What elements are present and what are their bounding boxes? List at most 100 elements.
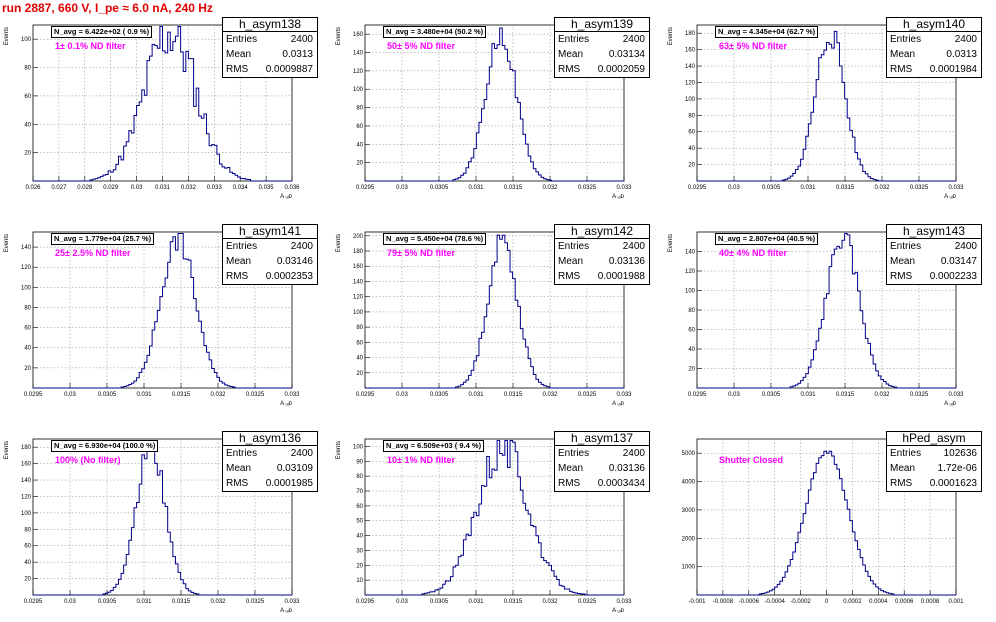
filter-annotation: 63± 5% ND filter (719, 41, 787, 51)
x-tick-label: 0.0325 (246, 392, 265, 398)
y-tick-label: 140 (353, 279, 364, 285)
stats-row-mean: Mean 0.03109 (223, 461, 317, 476)
stats-value: 2400 (290, 241, 313, 252)
stats-row-entries: Entries 2400 (555, 446, 649, 461)
stats-row-entries: Entries 2400 (223, 239, 317, 254)
y-tick-label: 160 (21, 462, 32, 468)
x-tick-label: 0.031 (468, 599, 484, 605)
y-axis-label: Events (4, 27, 10, 45)
histogram-plot: 0.0295 0.03 0.0305 0.031 0.0315 0.032 0.0325 0.… (668, 231, 964, 407)
x-tick-label: -0.0008 (713, 599, 734, 605)
histogram-plot: 0.0295 0.03 0.0305 0.031 0.0315 0.032 0.0325 0.… (336, 24, 632, 200)
x-tick-label: 0.033 (284, 599, 300, 605)
stats-key: RMS (558, 478, 581, 489)
x-tick-label: 0.03 (64, 392, 76, 398)
filter-annotation: 40± 4% ND filter (719, 248, 787, 258)
x-tick-label: 0.0325 (910, 392, 929, 398)
y-tick-label: 140 (21, 245, 32, 251)
histogram-plot: 0.0295 0.03 0.0305 0.031 0.0315 0.032 0.0325 0.… (668, 24, 964, 200)
y-tick-label: 140 (21, 478, 32, 484)
stats-key: Mean (226, 256, 252, 267)
stats-value: 0.0001985 (265, 478, 313, 489)
stats-key: Entries (558, 34, 590, 45)
filter-annotation: 1± 0.1% ND filter (55, 41, 126, 51)
x-tick-label: 0.033 (616, 392, 632, 398)
stats-key: Mean (558, 463, 584, 474)
y-tick-label: 120 (21, 265, 32, 271)
x-tick-label: 0.032 (210, 599, 226, 605)
stats-row-rms: RMS 0.0001984 (887, 62, 981, 77)
stats-row-rms: RMS 0.0002353 (223, 269, 317, 284)
stats-row-rms: RMS 0.0001985 (223, 476, 317, 491)
x-tick-label: 0.0305 (430, 185, 449, 191)
y-tick-label: 100 (21, 511, 32, 517)
x-tick-label: 0.0008 (921, 599, 940, 605)
x-tick-label: 0.0295 (688, 392, 707, 398)
stats-key: RMS (226, 271, 249, 282)
y-tick-label: 5000 (682, 451, 696, 457)
stats-key: Entries (226, 448, 258, 459)
y-tick-label: 100 (21, 285, 32, 291)
y-tick-label: 60 (24, 326, 31, 332)
x-tick-label: -0.0002 (790, 599, 811, 605)
x-tick-label: 0.0315 (172, 392, 191, 398)
histogram-curve (697, 30, 956, 182)
y-tick-label: 120 (353, 295, 364, 301)
stats-row-mean: Mean 0.03134 (555, 47, 649, 62)
x-tick-label: 0.028 (77, 185, 93, 191)
x-tick-label: 0.0305 (98, 599, 117, 605)
x-tick-label: 0.0295 (356, 599, 375, 605)
stats-key: Entries (890, 241, 922, 252)
stats-key: Mean (558, 49, 584, 60)
stats-value: 102636 (943, 448, 977, 459)
stats-value: 0.0001988 (597, 271, 645, 282)
x-tick-label: 0.031 (136, 392, 152, 398)
x-tick-label: 0.001 (948, 599, 964, 605)
x-tick-label: 0.03 (396, 185, 408, 191)
x-tick-label: -0.0006 (739, 599, 760, 605)
histogram-curve (697, 450, 956, 596)
y-tick-label: 20 (356, 563, 363, 569)
stats-key: RMS (558, 64, 581, 75)
y-tick-label: 40 (24, 122, 31, 128)
y-tick-label: 180 (685, 31, 696, 37)
stats-value: 0.0001623 (929, 478, 977, 489)
y-tick-label: 60 (688, 328, 695, 334)
stats-value: 2400 (954, 34, 977, 45)
x-tick-label: 0.0315 (172, 599, 191, 605)
y-tick-label: 3000 (682, 508, 696, 514)
stats-row-entries: Entries 102636 (887, 446, 981, 461)
filter-annotation: 100% (No filter) (55, 455, 121, 465)
filter-annotation: Shutter Closed (719, 455, 784, 465)
stats-value: 2400 (622, 34, 645, 45)
y-tick-label: 20 (24, 151, 31, 157)
x-tick-label: 0.0325 (246, 599, 265, 605)
histogram-curve (33, 26, 292, 182)
y-tick-label: 100 (685, 289, 696, 295)
x-tick-label: 0.033 (207, 185, 223, 191)
y-tick-label: 40 (356, 142, 363, 148)
x-axis-label: A ᵤᵢᴅ (612, 194, 625, 200)
stats-row-mean: Mean 0.03147 (887, 254, 981, 269)
y-tick-label: 20 (24, 577, 31, 583)
x-tick-label: 0.0325 (578, 185, 597, 191)
stats-row-rms: RMS 0.0002233 (887, 269, 981, 284)
y-tick-label: 40 (24, 560, 31, 566)
stats-key: Entries (890, 34, 922, 45)
y-tick-label: 80 (688, 308, 695, 314)
y-tick-label: 180 (21, 445, 32, 451)
y-tick-label: 4000 (682, 480, 696, 486)
x-tick-label: 0.032 (542, 599, 558, 605)
histogram-curve (33, 233, 292, 389)
histogram-name: h_asym143 (887, 225, 981, 239)
x-tick-label: 0.033 (616, 185, 632, 191)
stats-key: RMS (226, 64, 249, 75)
stats-value: 1.72e-06 (937, 463, 977, 474)
stats-box: hPed_asym Entries 102636 Mean 1.72e-06 RMS 0.0… (886, 431, 982, 492)
x-tick-label: 0.03 (64, 599, 76, 605)
histogram-name: h_asym136 (223, 432, 317, 446)
stats-value: 2400 (290, 34, 313, 45)
x-tick-label: 0.029 (103, 185, 119, 191)
stats-value: 2400 (622, 241, 645, 252)
x-tick-label: 0.03 (131, 185, 143, 191)
